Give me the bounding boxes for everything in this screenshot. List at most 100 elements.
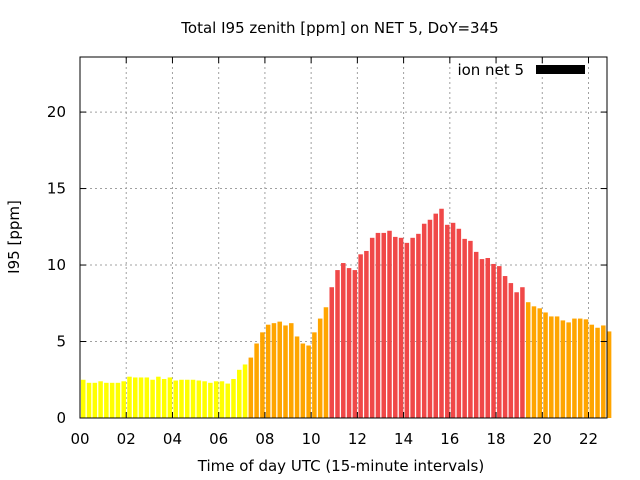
bar bbox=[346, 268, 352, 418]
bar bbox=[335, 270, 340, 418]
bar bbox=[312, 332, 317, 418]
bar bbox=[289, 323, 294, 418]
bar bbox=[421, 223, 427, 418]
legend-label: ion net 5 bbox=[457, 61, 524, 79]
bar bbox=[450, 222, 456, 418]
bar bbox=[439, 208, 444, 418]
bar bbox=[190, 379, 196, 418]
bar bbox=[219, 381, 225, 418]
bar bbox=[265, 324, 271, 418]
bar bbox=[577, 318, 583, 418]
x-tick-label: 08 bbox=[255, 430, 274, 448]
bar bbox=[583, 319, 589, 418]
y-tick-label: 0 bbox=[56, 409, 66, 427]
bar bbox=[92, 382, 98, 418]
bar bbox=[364, 250, 369, 418]
bar bbox=[271, 323, 277, 418]
bar bbox=[196, 380, 202, 418]
bar bbox=[589, 324, 595, 418]
bar bbox=[248, 357, 254, 418]
legend-swatch bbox=[536, 65, 585, 74]
y-tick-label: 10 bbox=[47, 256, 66, 274]
bars bbox=[81, 208, 612, 418]
x-tick-label: 20 bbox=[533, 430, 552, 448]
x-tick-label: 04 bbox=[163, 430, 182, 448]
x-tick-label: 06 bbox=[209, 430, 228, 448]
bar bbox=[150, 379, 155, 418]
bar bbox=[537, 308, 543, 418]
bar bbox=[144, 377, 150, 418]
y-tick-label: 15 bbox=[47, 180, 66, 198]
bar bbox=[398, 237, 404, 418]
bar bbox=[456, 228, 462, 418]
bar bbox=[427, 219, 433, 418]
bar bbox=[237, 369, 242, 418]
bar bbox=[416, 233, 421, 418]
bar bbox=[81, 379, 86, 418]
bar bbox=[323, 307, 329, 418]
bar bbox=[104, 382, 109, 418]
bar bbox=[549, 316, 554, 418]
bar bbox=[208, 382, 213, 418]
bar bbox=[514, 292, 519, 418]
legend: ion net 5 bbox=[457, 61, 585, 79]
bar bbox=[508, 283, 514, 418]
bar bbox=[485, 257, 491, 418]
bar bbox=[462, 238, 467, 418]
bar bbox=[369, 237, 375, 418]
bar bbox=[410, 237, 415, 418]
bar bbox=[161, 378, 167, 418]
bar bbox=[133, 377, 138, 418]
bar bbox=[242, 364, 248, 418]
bar bbox=[156, 376, 161, 418]
x-tick-label: 18 bbox=[487, 430, 506, 448]
bar bbox=[127, 376, 132, 418]
bar bbox=[560, 320, 566, 418]
bar bbox=[202, 381, 207, 418]
bar bbox=[543, 312, 548, 418]
bar bbox=[317, 318, 323, 418]
bar bbox=[393, 236, 398, 418]
bar bbox=[109, 382, 115, 418]
bar bbox=[445, 224, 450, 418]
bar bbox=[566, 322, 571, 418]
bar bbox=[341, 263, 346, 418]
bar bbox=[606, 331, 612, 418]
bar bbox=[473, 251, 479, 418]
bar bbox=[86, 382, 92, 418]
x-tick-label: 16 bbox=[440, 430, 459, 448]
grid bbox=[80, 57, 607, 418]
y-tick-label: 20 bbox=[47, 103, 66, 121]
bar bbox=[260, 332, 265, 418]
bar bbox=[225, 383, 230, 418]
bar bbox=[358, 254, 363, 418]
bar bbox=[381, 232, 386, 418]
x-tick-label: 12 bbox=[348, 430, 367, 448]
bar bbox=[601, 325, 606, 418]
bar bbox=[479, 259, 485, 418]
bar bbox=[138, 377, 144, 418]
bar bbox=[595, 327, 600, 418]
bar bbox=[306, 345, 311, 418]
bar bbox=[173, 380, 178, 418]
bar bbox=[283, 325, 288, 418]
bar bbox=[375, 232, 381, 418]
bar bbox=[525, 302, 531, 418]
bar bbox=[300, 343, 306, 418]
bar bbox=[497, 266, 502, 418]
x-tick-label: 00 bbox=[70, 430, 89, 448]
bar bbox=[433, 213, 438, 418]
y-tick-label: 5 bbox=[56, 333, 66, 351]
x-tick-label: 22 bbox=[579, 430, 598, 448]
x-tick-label: 02 bbox=[117, 430, 136, 448]
x-tick-label: 14 bbox=[394, 430, 413, 448]
bar bbox=[179, 379, 184, 418]
bar bbox=[115, 382, 121, 418]
bar bbox=[98, 381, 103, 418]
ticks: 00 02 04 06 08 10 12 14 16 18 20 22 0 5 10 15 20 bbox=[47, 57, 607, 448]
bar bbox=[554, 316, 560, 418]
bar bbox=[231, 378, 236, 418]
bar bbox=[121, 381, 126, 418]
chart-title: Total I95 zenith [ppm] on NET 5, DoY=345 bbox=[180, 19, 498, 37]
